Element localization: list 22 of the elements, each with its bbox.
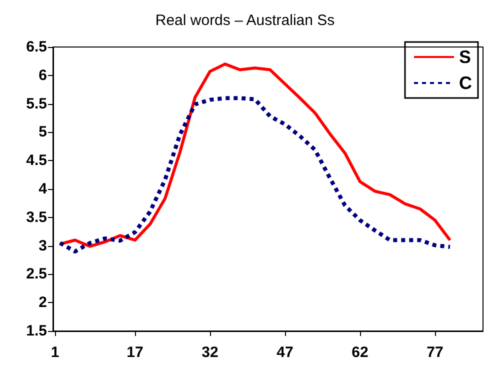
y-tick-label: 2 [38,294,47,312]
y-tick-label: 3 [38,237,47,254]
x-tick-label: 77 [426,344,444,361]
y-tick-label: 3.5 [26,208,47,226]
chart-title: Real words – Australian Ss [155,12,335,29]
y-tick-label: 4 [38,180,48,198]
y-tick-label: 4.5 [26,152,47,170]
x-tick-label: 32 [202,344,218,361]
x-tick-label: 62 [352,344,368,361]
y-tick-label: 1.5 [26,322,47,340]
x-tick-label: 1 [50,344,60,361]
line-series [58,96,452,254]
x-tick-label: 17 [126,344,144,361]
legend-label: S [459,47,472,67]
line-series [58,62,452,248]
legend-label: C [459,73,472,93]
y-tick-label: 6 [38,66,47,84]
y-tick-label: 6.5 [26,38,47,56]
x-tick-label: 47 [276,344,294,361]
y-tick-label: 2.5 [26,266,47,283]
y-tick-label: 5 [38,124,47,141]
y-tick-label: 5.5 [26,95,47,112]
